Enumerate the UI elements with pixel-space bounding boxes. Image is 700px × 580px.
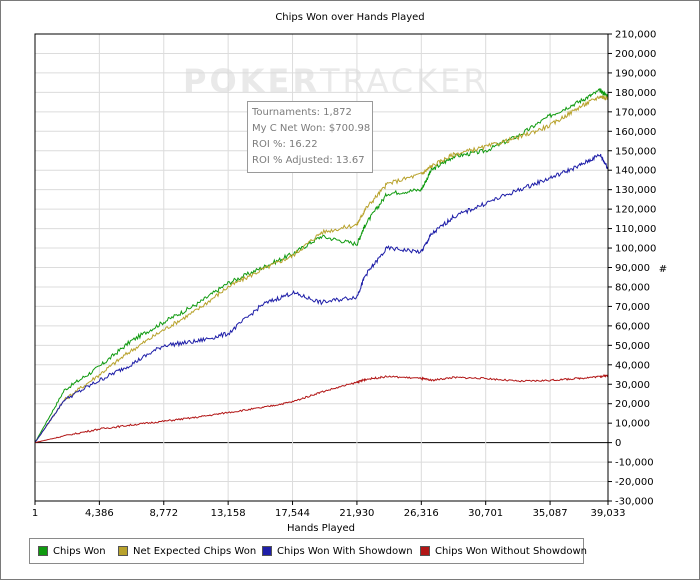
stat-net-won: My C Net Won: $700.98: [252, 123, 371, 134]
watermark-tracker: TRACKER: [319, 62, 489, 100]
x-tick-label: 35,087: [533, 508, 568, 519]
pokertracker-watermark-logo: POKERTRACKER: [183, 62, 489, 100]
y-tick-label: 160,000: [615, 127, 656, 138]
legend-label: Chips Won With Showdown: [277, 545, 413, 557]
y-tick-label: 120,000: [615, 205, 656, 216]
x-tick-label: 21,930: [339, 508, 374, 519]
y-tick-label: 10,000: [615, 419, 650, 430]
x-tick-label: 30,701: [468, 508, 503, 519]
x-tick-label: 1: [32, 508, 38, 519]
series-line-3: [34, 373, 609, 444]
chart-title: Chips Won over Hands Played: [275, 12, 425, 23]
y-tick-label: -30,000: [615, 497, 654, 508]
legend-swatch-without-showdown: [420, 546, 430, 556]
series-layer: [34, 88, 609, 444]
legend-item-net-expected[interactable]: Net Expected Chips Won: [118, 544, 256, 558]
y-axis-label: #: [659, 264, 667, 275]
y-tick-label: 190,000: [615, 68, 656, 79]
legend-swatch-net-expected: [118, 546, 128, 556]
y-tick-label: 200,000: [615, 49, 656, 60]
y-tick-label: 60,000: [615, 321, 650, 332]
stats-tooltip-box: Tournaments: 1,872 My C Net Won: $700.98…: [247, 101, 373, 173]
y-tick-label: 180,000: [615, 88, 656, 99]
y-tick-label: 0: [615, 438, 621, 449]
legend-label: Net Expected Chips Won: [133, 545, 257, 557]
y-tick-label: 70,000: [615, 302, 650, 313]
x-axis-label: Hands Played: [287, 523, 355, 534]
series-line-1: [34, 95, 609, 443]
legend-swatch-with-showdown: [262, 546, 272, 556]
axis-layer: -30,000 -20,000 -10,000 0 10,000 20,000 30,000…: [32, 30, 657, 520]
y-tick-label: 150,000: [615, 146, 656, 157]
watermark-poker: POKER: [183, 62, 320, 100]
x-tick-label: 39,033: [591, 508, 626, 519]
legend-label: Chips Won Without Showdown: [435, 545, 587, 557]
x-tick-label: 4,386: [85, 508, 114, 519]
y-tick-label: 40,000: [615, 360, 650, 371]
y-tick-label: 100,000: [615, 244, 656, 255]
stat-roi: ROI %: 16.22: [252, 139, 318, 150]
legend-swatch-chips-won: [38, 546, 48, 556]
x-tick-label: 8,772: [149, 508, 178, 519]
y-tick-label: 50,000: [615, 341, 650, 352]
y-tick-label: 90,000: [615, 263, 650, 274]
legend-item-chips-won[interactable]: Chips Won: [38, 544, 106, 558]
y-tick-label: 80,000: [615, 282, 650, 293]
series-line-2: [34, 153, 609, 443]
series-line-0: [34, 88, 609, 443]
y-tick-label: 110,000: [615, 224, 656, 235]
y-tick-label: 20,000: [615, 399, 650, 410]
chart-legend: Chips Won Net Expected Chips Won Chips W…: [29, 538, 587, 564]
y-tick-label: 210,000: [615, 30, 656, 41]
stat-roi-adjusted: ROI % Adjusted: 13.67: [252, 155, 365, 166]
y-tick-label: -20,000: [615, 477, 654, 488]
y-tick-label: 170,000: [615, 107, 656, 118]
x-tick-label: 13,158: [211, 508, 246, 519]
legend-item-with-showdown[interactable]: Chips Won With Showdown: [262, 544, 413, 558]
stat-tournaments: Tournaments: 1,872: [252, 107, 352, 118]
y-tick-label: -10,000: [615, 458, 654, 469]
x-tick-label: 26,316: [404, 508, 439, 519]
y-tick-label: 140,000: [615, 166, 656, 177]
y-tick-label: 130,000: [615, 185, 656, 196]
y-tick-label: 30,000: [615, 380, 650, 391]
legend-label: Chips Won: [53, 545, 106, 557]
x-tick-label: 17,544: [275, 508, 310, 519]
legend-item-without-showdown[interactable]: Chips Won Without Showdown: [420, 544, 587, 558]
